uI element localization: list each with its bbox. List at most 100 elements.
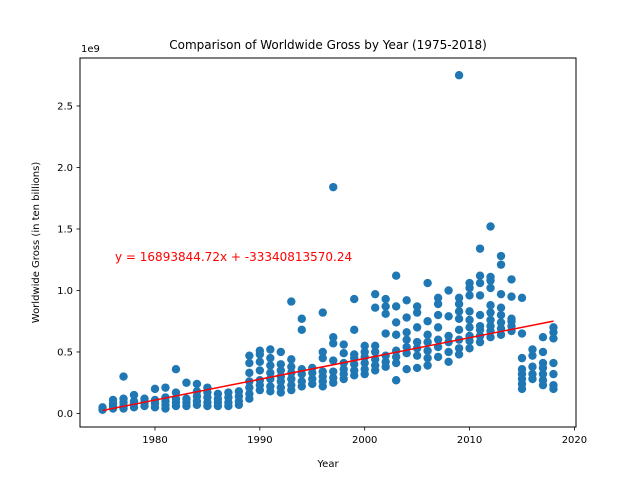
data-point: [465, 291, 474, 300]
data-point: [475, 310, 485, 320]
data-point: [454, 344, 464, 353]
data-point: [182, 378, 191, 387]
data-point: [329, 373, 338, 382]
data-point: [350, 350, 359, 359]
data-point: [318, 308, 327, 317]
data-point: [297, 377, 306, 386]
data-point: [350, 366, 359, 375]
data-point: [433, 293, 443, 303]
data-point: [433, 352, 443, 362]
data-point: [465, 323, 474, 332]
data-point: [171, 364, 181, 374]
data-point: [444, 331, 453, 341]
data-point: [297, 325, 306, 335]
data-point: [444, 347, 453, 357]
data-point: [423, 330, 432, 339]
data-point: [391, 271, 401, 280]
data-point: [391, 358, 401, 368]
data-point: [391, 352, 401, 362]
data-point: [329, 367, 338, 376]
data-point: [308, 374, 317, 384]
data-point: [475, 244, 485, 253]
data-point: [433, 335, 443, 344]
data-point: [486, 333, 495, 342]
data-point: [360, 358, 369, 368]
data-point: [140, 394, 149, 403]
data-point: [454, 350, 464, 359]
x-tick-label: 2000: [352, 435, 377, 446]
data-point: [528, 351, 537, 360]
data-point: [454, 71, 464, 80]
data-point: [475, 271, 485, 280]
plot-area: [80, 58, 576, 427]
data-point: [224, 388, 233, 397]
data-point: [538, 376, 548, 385]
data-point: [465, 307, 474, 316]
data-point: [266, 353, 275, 363]
data-point: [245, 389, 254, 398]
data-point: [287, 374, 296, 384]
data-point: [287, 297, 296, 306]
data-point: [475, 321, 485, 331]
data-point: [381, 294, 390, 304]
data-point: [339, 349, 348, 358]
data-point: [276, 347, 286, 357]
data-point: [255, 366, 265, 375]
y-tick-label: 0.5: [57, 347, 73, 358]
data-point: [370, 341, 380, 351]
x-tick-label: 2010: [457, 435, 482, 446]
data-point: [549, 369, 558, 379]
data-point: [245, 351, 254, 360]
x-tick-label: 1980: [142, 435, 167, 446]
data-point: [391, 318, 401, 327]
data-point: [496, 289, 506, 299]
data-point: [318, 347, 327, 357]
data-point: [538, 347, 548, 357]
data-point: [329, 182, 338, 192]
data-point: [381, 329, 390, 338]
data-point: [234, 387, 244, 396]
data-point: [255, 346, 265, 355]
scatter-points: [98, 71, 558, 414]
data-point: [496, 260, 506, 269]
data-point: [517, 353, 527, 363]
data-point: [433, 323, 443, 332]
data-point: [391, 376, 401, 385]
data-point: [538, 358, 548, 368]
data-point: [444, 312, 453, 321]
data-point: [350, 294, 359, 304]
data-point: [486, 315, 495, 325]
data-point: [297, 314, 306, 323]
data-point: [517, 329, 527, 338]
data-point: [454, 325, 464, 335]
data-point: [486, 321, 495, 331]
data-point: [381, 309, 390, 319]
data-point: [119, 394, 128, 403]
x-axis-label: Year: [316, 459, 339, 470]
data-point: [433, 299, 443, 309]
data-point: [276, 360, 286, 369]
data-point: [496, 303, 506, 312]
data-point: [465, 278, 474, 288]
data-point: [433, 310, 443, 320]
data-point: [486, 301, 495, 310]
data-point: [454, 307, 464, 316]
data-point: [423, 361, 432, 370]
data-point: [360, 347, 369, 357]
data-point: [423, 346, 432, 355]
data-point: [266, 382, 275, 391]
data-point: [496, 318, 506, 327]
data-point: [318, 367, 327, 376]
data-point: [108, 395, 118, 405]
data-point: [486, 283, 495, 293]
data-point: [381, 302, 390, 311]
regression-line: [102, 320, 554, 412]
data-point: [287, 380, 296, 390]
x-axis-ticks: 1980 1990 2000 2010 2020: [142, 427, 587, 446]
data-point: [339, 364, 348, 374]
data-point: [360, 364, 369, 374]
data-point: [444, 286, 453, 295]
plot-frame: [79, 57, 577, 428]
data-point: [402, 328, 411, 337]
data-point: [549, 358, 558, 368]
